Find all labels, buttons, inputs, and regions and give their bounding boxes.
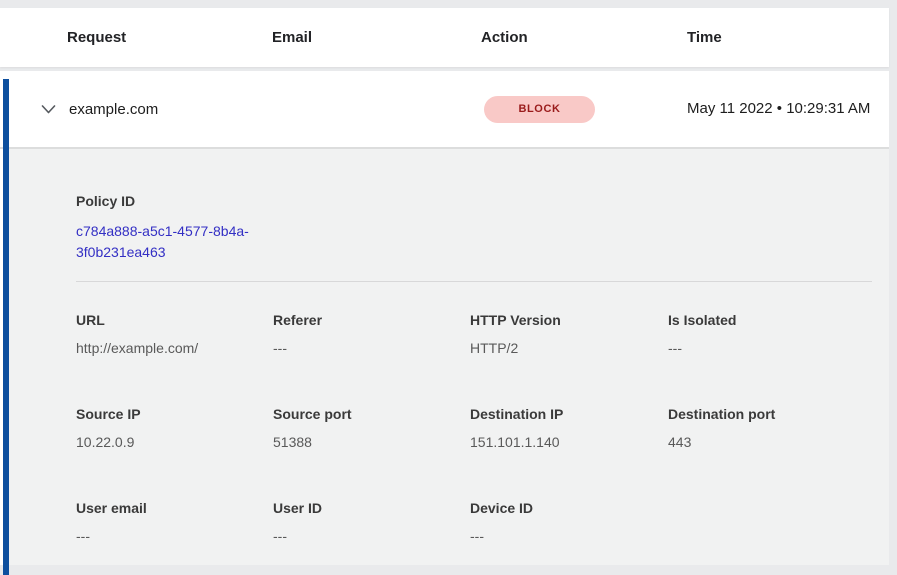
detail-divider [76,281,872,282]
field-label: Source port [273,406,352,422]
field-user-id: User ID --- [273,498,470,546]
field-label: Destination port [668,406,776,422]
row-request-value: example.com [69,100,159,118]
row-time-value: May 11 2022 • 10:29:31 AM [687,100,871,117]
field-user-email: User email --- [76,498,273,546]
field-value: 10.22.0.9 [76,434,135,450]
field-value: HTTP/2 [470,340,519,356]
field-value: http://example.com/ [76,340,199,356]
field-url: URL http://example.com/ [76,310,273,358]
field-label: Referer [273,312,323,328]
field-http-version: HTTP Version HTTP/2 [470,310,668,358]
expanded-row-accent-bar [3,79,9,575]
field-device-id: Device ID --- [470,498,668,546]
field-value: --- [273,528,287,544]
expanded-detail-panel: Policy ID c784a888-a5c1-4577-8b4a-3f0b23… [9,149,889,565]
field-value: 151.101.1.140 [470,434,560,450]
field-label: Is Isolated [668,312,737,328]
action-badge: BLOCK [484,95,595,123]
table-header: Request Email Action Time [0,8,889,67]
column-header-request: Request [67,29,127,46]
policy-id-label: Policy ID [76,193,136,209]
chevron-down-icon [41,104,56,113]
field-source-ip: Source IP 10.22.0.9 [76,404,273,452]
field-label: Destination IP [470,406,564,422]
policy-id-link[interactable]: c784a888-a5c1-4577-8b4a-3f0b231ea463 [76,223,249,260]
column-header-action: Action [481,29,528,46]
expanded-detail-wrap: Policy ID c784a888-a5c1-4577-8b4a-3f0b23… [0,149,889,565]
field-value: --- [273,340,287,356]
column-header-email: Email [272,29,313,46]
row-action-cell: BLOCK [481,95,687,123]
field-destination-port: Destination port 443 [668,404,889,452]
field-label: HTTP Version [470,312,561,328]
field-referer: Referer --- [273,310,470,358]
field-source-port: Source port 51388 [273,404,470,452]
row-expand-toggle[interactable] [41,101,57,117]
field-value: 51388 [273,434,312,450]
log-detail-view: Request Email Action Time example.com BL… [0,8,897,575]
field-label: URL [76,312,105,328]
field-destination-ip: Destination IP 151.101.1.140 [470,404,668,452]
field-label: User ID [273,500,323,516]
field-label: Device ID [470,500,534,516]
field-label: User email [76,500,147,516]
field-value: 443 [668,434,692,450]
field-is-isolated: Is Isolated --- [668,310,889,358]
field-value: --- [668,340,682,356]
detail-fields-grid: URL http://example.com/ Referer --- HTTP… [76,310,889,546]
log-table-row[interactable]: example.com BLOCK May 11 2022 • 10:29:31… [0,71,889,149]
field-value: --- [470,528,484,544]
field-label: Source IP [76,406,141,422]
field-value: --- [76,528,90,544]
column-header-time: Time [687,29,722,46]
